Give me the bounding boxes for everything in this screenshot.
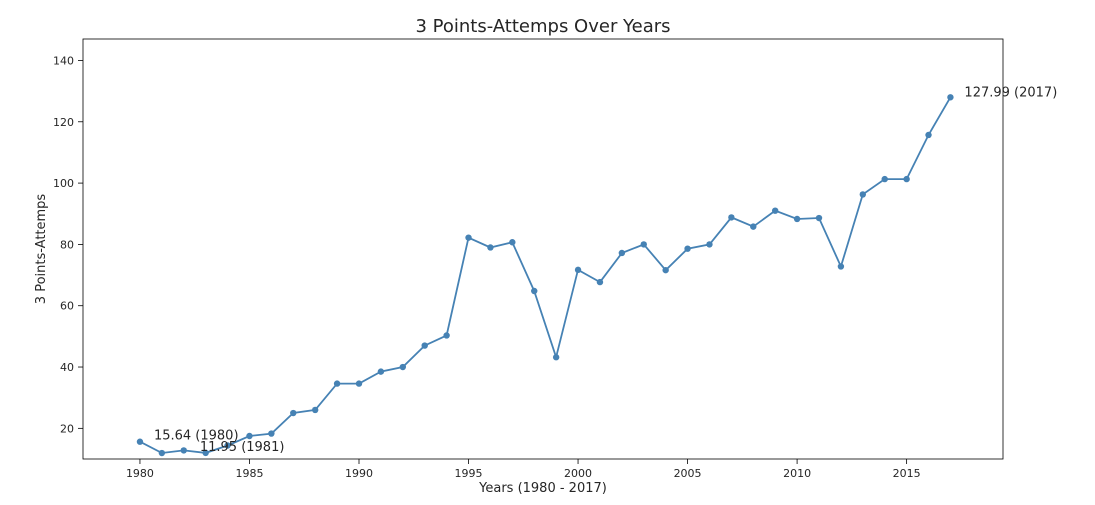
x-tick-label: 1995 <box>455 467 483 480</box>
data-point <box>662 266 669 274</box>
data-point <box>224 442 231 449</box>
y-tick-label: 60 <box>60 300 74 313</box>
data-point <box>815 214 823 222</box>
annotations: 15.64 (1980)11.95 (1981) 127.99 (2017) <box>154 85 1057 455</box>
data-point <box>333 380 341 387</box>
data-point <box>531 287 538 295</box>
series-line <box>139 96 952 454</box>
data-point <box>750 223 757 230</box>
data-point <box>399 363 407 371</box>
data-point <box>136 438 144 445</box>
x-tick-label: 2015 <box>893 467 921 480</box>
x-tick-label: 1985 <box>235 467 263 480</box>
data-point <box>947 94 954 101</box>
data-point <box>465 234 472 241</box>
data-point <box>509 239 516 246</box>
x-tick-label: 1980 <box>126 467 154 480</box>
data-point <box>903 175 910 183</box>
data-point <box>246 432 253 440</box>
data-label: 11.95 (1981) <box>200 440 285 455</box>
data-point <box>640 241 647 248</box>
x-axis: 1980 1985 1990 1995 2000 2005 2010 2015 <box>126 459 921 480</box>
data-point <box>684 245 691 252</box>
y-tick-label: 80 <box>60 238 74 251</box>
x-axis-label: Years (1980 - 2017) <box>478 481 607 496</box>
x-tick-label: 2010 <box>783 467 811 480</box>
x-tick-label: 1990 <box>345 467 373 480</box>
data-point <box>552 354 560 361</box>
data-point <box>859 191 867 198</box>
y-tick-label: 20 <box>60 422 74 435</box>
data-point <box>771 207 779 214</box>
x-tick-label: 2000 <box>564 467 592 480</box>
y-tick-label: 100 <box>53 177 74 190</box>
data-point <box>158 449 166 457</box>
data-point <box>180 447 187 454</box>
x-tick-label: 2005 <box>674 467 702 480</box>
y-axis-label: 3 Points-Attemps <box>34 194 49 305</box>
data-point <box>925 131 932 139</box>
y-axis: 20 40 60 80 100 120 140 <box>53 54 83 435</box>
plot-frame <box>82 38 1004 460</box>
data-point <box>574 266 582 274</box>
data-label: 15.64 (1980) <box>154 429 239 444</box>
data-point <box>202 449 209 457</box>
data-label: 127.99 (2017) <box>964 85 1057 100</box>
data-point <box>596 278 604 286</box>
data-point <box>487 244 494 251</box>
y-tick-label: 40 <box>60 361 74 374</box>
chart-title: 3 Points-Attemps Over Years <box>415 16 670 37</box>
data-point <box>290 409 297 417</box>
data-point <box>443 332 450 339</box>
data-point <box>268 430 275 437</box>
data-point <box>881 175 888 183</box>
data-point <box>728 214 735 221</box>
data-point <box>311 406 319 414</box>
data-point <box>421 342 428 349</box>
data-point <box>377 368 385 375</box>
data-point <box>618 249 626 257</box>
data-point <box>837 263 845 270</box>
y-tick-label: 140 <box>53 54 74 67</box>
data-point <box>355 380 363 387</box>
data-points <box>136 94 954 457</box>
data-point <box>793 215 801 223</box>
y-tick-label: 120 <box>53 116 74 129</box>
data-point <box>706 241 713 248</box>
